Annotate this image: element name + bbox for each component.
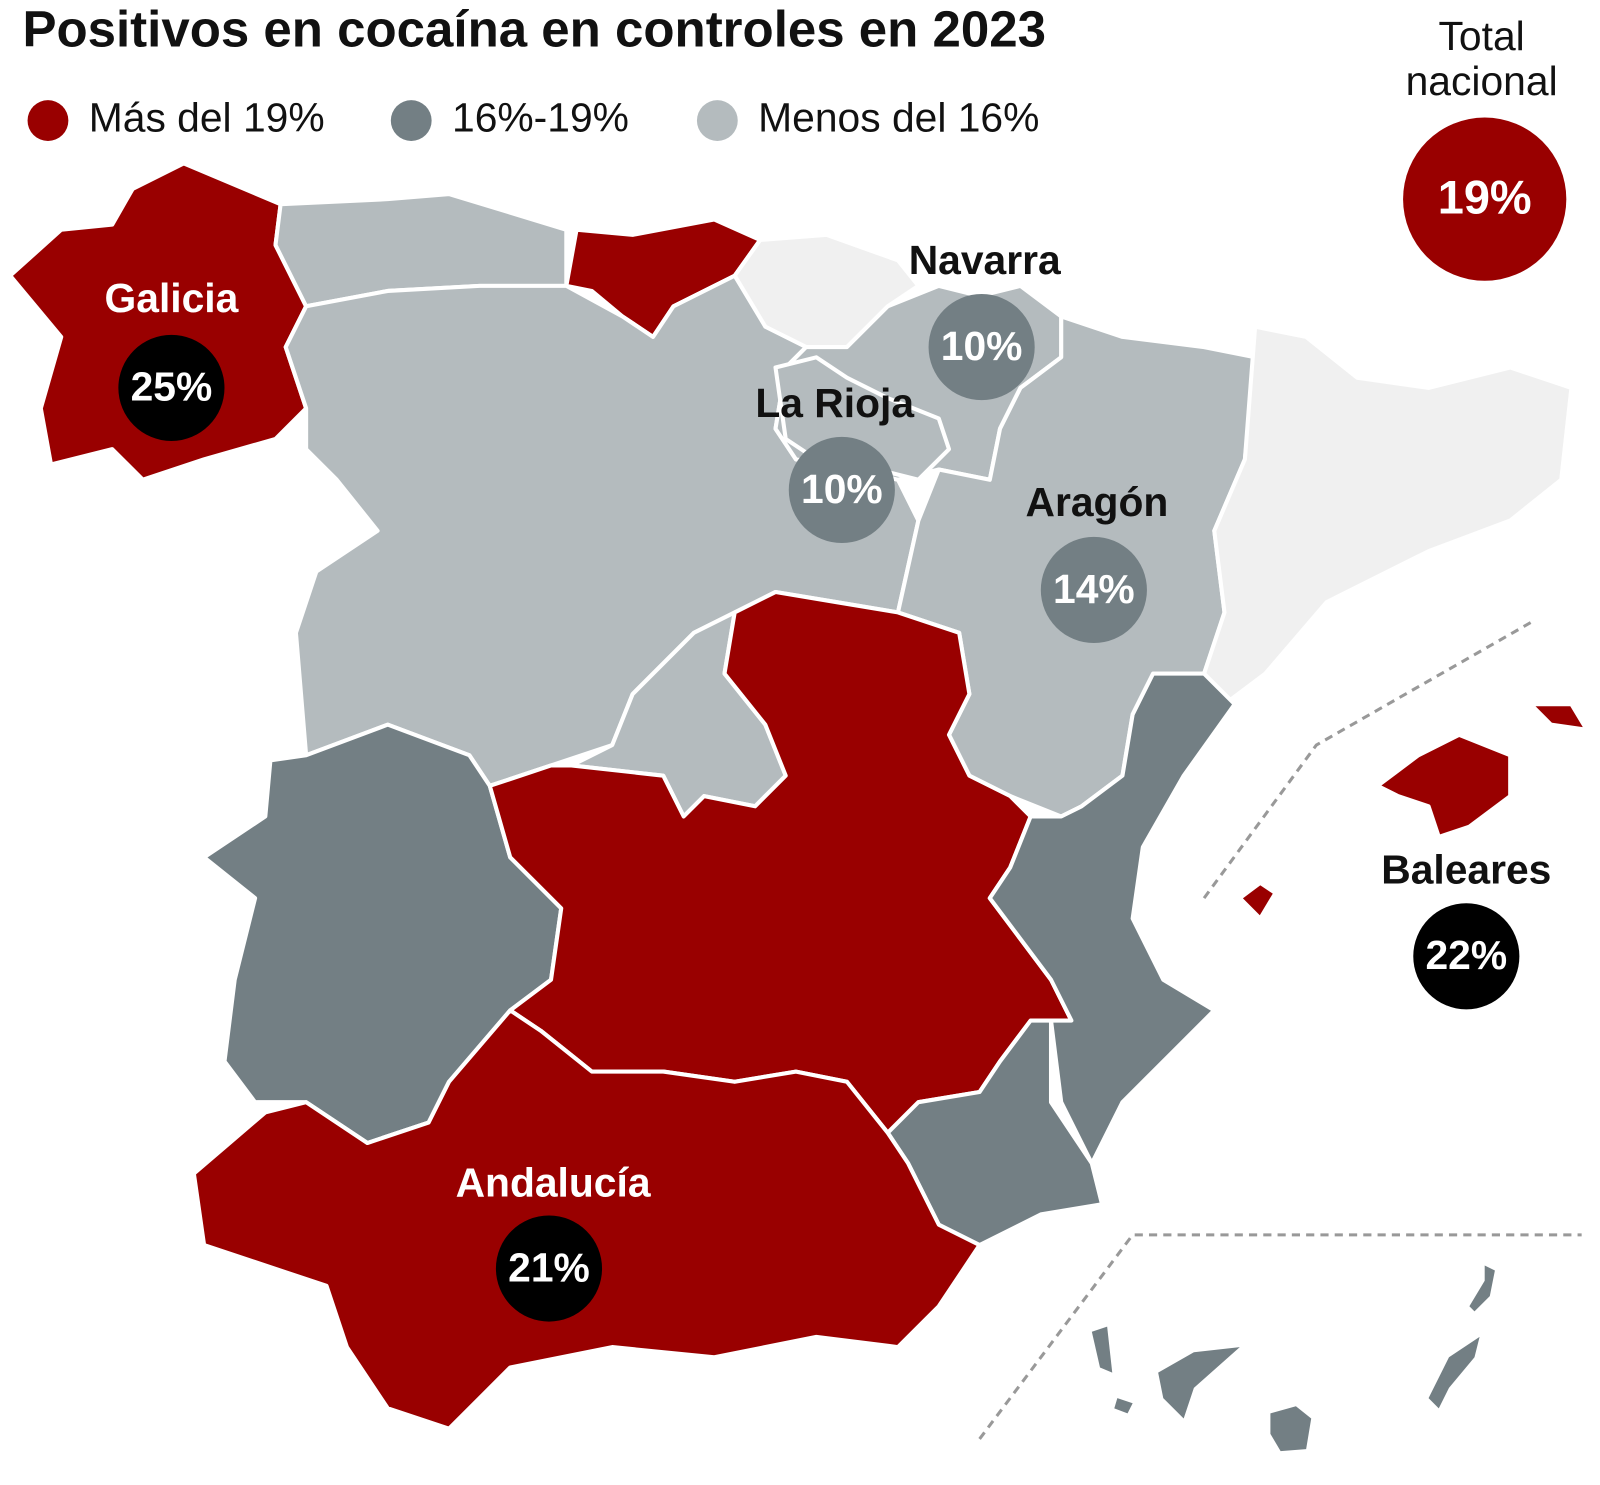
region-name: Galicia	[105, 275, 239, 321]
region-badge	[928, 294, 1035, 401]
region-badge	[788, 436, 895, 544]
total-value: 19%	[1438, 172, 1532, 224]
title: Positivos en cocaína en controles en 202…	[22, 0, 1046, 57]
legend-swatch	[390, 100, 432, 141]
valencia-shape	[987, 671, 1237, 1166]
total-label: Total nacional	[1405, 14, 1558, 105]
region-name: Navarra	[909, 237, 1061, 283]
andalucia-shape	[191, 1008, 982, 1431]
region-badge	[1040, 536, 1147, 644]
total-label-box: Total nacional	[1405, 14, 1558, 105]
regions	[8, 161, 1589, 1452]
region-value: 25%	[131, 364, 213, 410]
region-badge	[118, 334, 225, 441]
mallorca-shape	[1375, 732, 1513, 839]
region-value: 21%	[508, 1244, 590, 1290]
legend-swatch	[27, 100, 69, 141]
region-value: 10%	[801, 466, 883, 512]
region-value: 22%	[1425, 932, 1507, 978]
region-name: Aragón	[1026, 479, 1169, 525]
legend-swatch	[696, 100, 738, 141]
region-badge	[495, 1215, 603, 1322]
region-value: 14%	[1053, 566, 1135, 612]
region-name: La Rioja	[755, 380, 914, 426]
region-name: Andalucía	[456, 1160, 651, 1206]
divider	[1202, 621, 1532, 900]
cataluna-shape	[1202, 324, 1574, 707]
legend-label: Menos del 16%	[758, 94, 1039, 140]
canarias-shape	[1091, 1265, 1495, 1452]
total-badge	[1403, 117, 1567, 281]
divider	[978, 1233, 1582, 1440]
region-name: Baleares	[1381, 846, 1551, 892]
region-value: 10%	[941, 323, 1023, 369]
legend-label: Más del 19%	[89, 94, 325, 140]
legend-label: 16%-19%	[452, 94, 629, 140]
menorca-shape	[1528, 702, 1589, 732]
region-badge	[1413, 903, 1520, 1010]
ibiza-shape	[1237, 880, 1278, 921]
